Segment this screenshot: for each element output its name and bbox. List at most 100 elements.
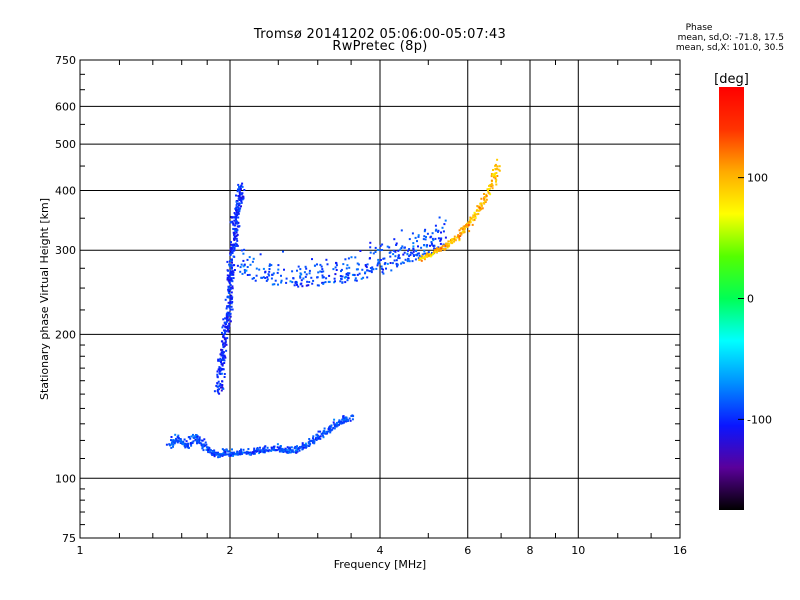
data-point [398, 257, 401, 260]
data-point [436, 251, 438, 254]
data-point [227, 324, 230, 327]
data-point [456, 235, 459, 238]
data-point [189, 437, 192, 440]
data-point [489, 193, 492, 196]
data-point [485, 194, 488, 197]
data-point [229, 272, 232, 275]
data-point [254, 279, 257, 282]
data-point [298, 447, 301, 450]
data-point [232, 246, 235, 248]
data-point [251, 260, 254, 263]
data-point [222, 352, 225, 355]
data-point [385, 267, 387, 270]
data-point [428, 253, 431, 255]
data-point [343, 421, 345, 424]
data-point [226, 305, 229, 308]
data-point [220, 348, 223, 351]
data-point [344, 418, 347, 421]
data-point [332, 426, 335, 429]
data-point [469, 219, 472, 222]
data-point [424, 254, 427, 257]
data-point [282, 451, 285, 453]
data-point [217, 453, 220, 456]
data-point [383, 257, 386, 260]
data-point [310, 276, 313, 279]
data-point [353, 274, 356, 277]
data-point [334, 273, 337, 276]
data-point [271, 283, 274, 286]
data-point [279, 447, 282, 450]
data-point [321, 274, 324, 277]
data-point [190, 444, 193, 447]
data-point [259, 446, 261, 449]
data-point [488, 187, 491, 190]
data-point [236, 229, 239, 232]
data-point [270, 446, 273, 449]
data-point [248, 256, 251, 259]
data-point [348, 272, 351, 275]
data-point [326, 263, 329, 266]
data-point [231, 271, 234, 274]
data-point [391, 262, 394, 265]
data-point [223, 449, 226, 452]
data-point [295, 280, 297, 283]
data-point [224, 340, 227, 343]
data-point [438, 249, 441, 252]
data-point [229, 302, 232, 305]
data-point [285, 451, 288, 454]
data-point [247, 448, 250, 450]
data-point [494, 167, 497, 170]
data-point [227, 328, 229, 331]
data-point [227, 330, 230, 333]
data-point [435, 248, 438, 251]
data-point [240, 450, 242, 453]
data-point [234, 221, 237, 224]
data-point [483, 198, 486, 201]
data-point [430, 253, 433, 256]
data-point [219, 357, 222, 360]
data-point [319, 435, 322, 438]
data-point [437, 237, 440, 240]
data-point [210, 452, 213, 455]
data-point [234, 227, 237, 230]
data-point [229, 451, 232, 454]
data-point [423, 230, 426, 233]
data-point [228, 324, 231, 327]
data-point [267, 273, 270, 276]
data-point [340, 268, 343, 271]
chart-subtitle: RwPretec (8p) [332, 39, 428, 54]
data-point [180, 441, 183, 444]
data-point [231, 280, 234, 283]
data-point [437, 246, 440, 249]
data-point [319, 263, 322, 266]
data-point [292, 277, 295, 280]
data-point [238, 187, 241, 190]
data-point [362, 276, 365, 279]
data-point [213, 450, 216, 453]
data-point [344, 281, 347, 284]
data-point [323, 427, 326, 430]
data-point [230, 216, 233, 219]
data-point [310, 439, 313, 442]
colorbar-tick-label: 0 [747, 293, 754, 306]
data-point [242, 448, 245, 451]
data-point [443, 223, 446, 226]
data-point [172, 443, 175, 446]
data-point [359, 250, 362, 252]
data-point [239, 192, 242, 195]
data-point [351, 418, 354, 421]
data-point [207, 446, 209, 449]
data-point [308, 442, 311, 445]
data-point [215, 453, 218, 456]
data-point [238, 451, 241, 454]
data-point [249, 451, 252, 454]
x-axis-label: Frequency [MHz] [334, 558, 426, 571]
data-point [493, 173, 496, 175]
data-point [229, 308, 232, 311]
data-point [404, 258, 407, 261]
data-point [204, 444, 207, 447]
data-point [268, 265, 271, 267]
data-point [228, 322, 231, 325]
data-point [429, 255, 432, 258]
data-point [226, 327, 229, 329]
